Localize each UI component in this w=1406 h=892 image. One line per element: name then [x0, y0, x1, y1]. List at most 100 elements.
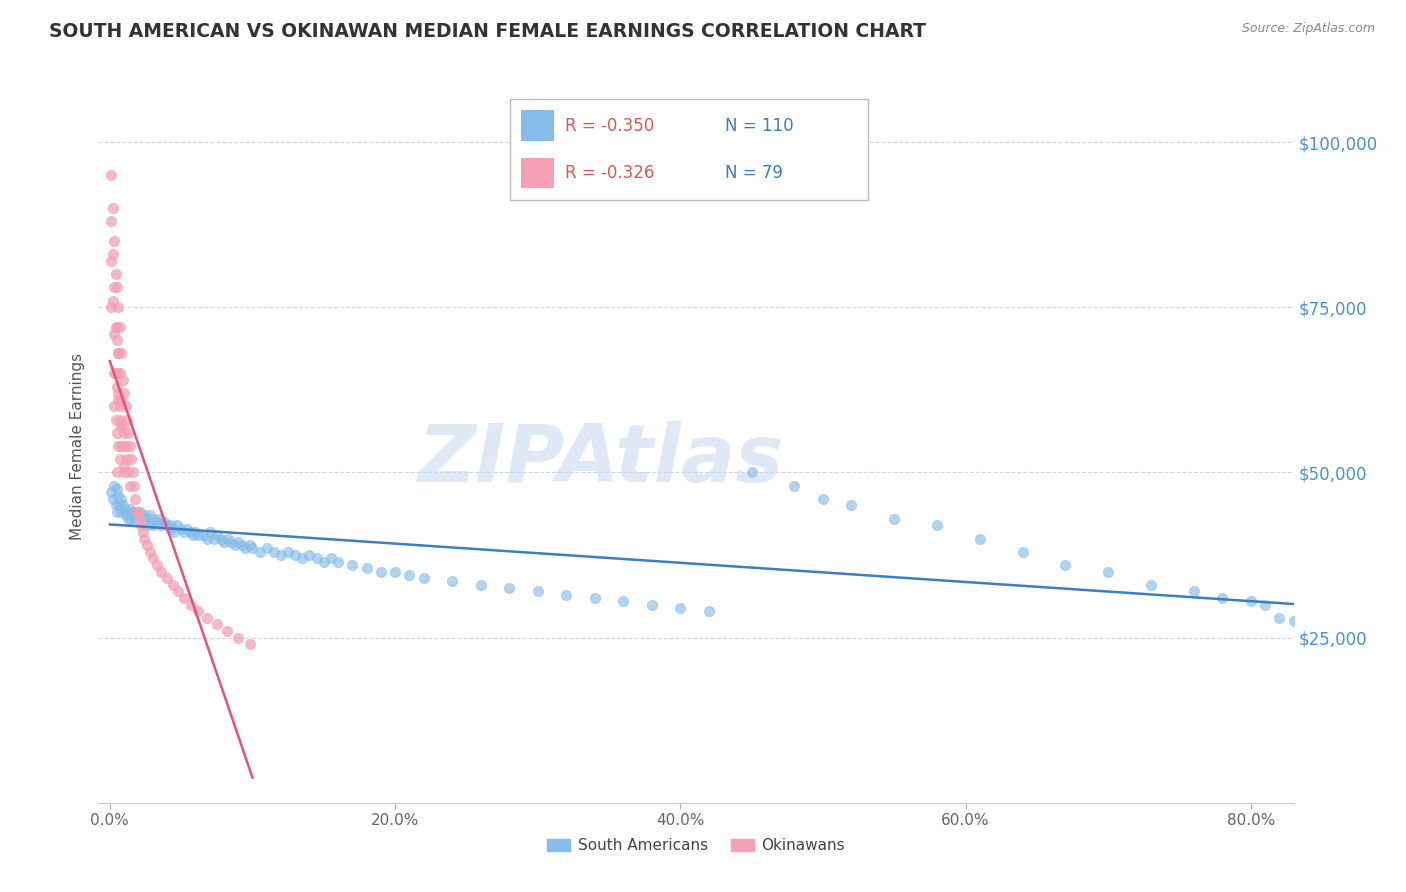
- Point: [969, 532, 991, 546]
- Point: [142, 551, 165, 566]
- Point: [202, 532, 225, 546]
- Point: [101, 491, 124, 506]
- Point: [156, 518, 179, 533]
- Point: [149, 511, 172, 525]
- Point: [143, 511, 166, 525]
- Point: [104, 499, 127, 513]
- Point: [139, 508, 162, 523]
- Y-axis label: Median Female Earnings: Median Female Earnings: [70, 352, 86, 540]
- Point: [1340, 627, 1362, 641]
- Point: [100, 485, 122, 500]
- Point: [209, 532, 232, 546]
- Point: [103, 280, 125, 294]
- Point: [107, 489, 129, 503]
- Point: [187, 528, 209, 542]
- Point: [131, 515, 153, 529]
- Point: [811, 491, 834, 506]
- Point: [697, 604, 720, 618]
- Point: [105, 482, 128, 496]
- Point: [103, 367, 125, 381]
- Point: [105, 466, 128, 480]
- Point: [150, 565, 173, 579]
- Point: [105, 505, 128, 519]
- Point: [134, 508, 156, 523]
- Point: [122, 478, 145, 492]
- Point: [150, 518, 173, 533]
- Point: [555, 588, 578, 602]
- Point: [191, 528, 214, 542]
- Point: [162, 578, 184, 592]
- Text: N = 110: N = 110: [725, 117, 794, 135]
- Point: [108, 452, 131, 467]
- Point: [117, 511, 139, 525]
- Point: [115, 412, 138, 426]
- Point: [135, 511, 157, 525]
- Point: [270, 548, 292, 562]
- Point: [103, 478, 125, 492]
- Point: [398, 567, 420, 582]
- Point: [526, 584, 548, 599]
- Point: [205, 528, 228, 542]
- Point: [263, 545, 285, 559]
- Point: [1282, 614, 1305, 628]
- Point: [1240, 594, 1263, 608]
- Point: [110, 439, 132, 453]
- Point: [156, 571, 179, 585]
- Point: [498, 581, 520, 595]
- Point: [159, 522, 181, 536]
- Point: [110, 392, 132, 407]
- Point: [110, 491, 132, 506]
- Point: [108, 412, 131, 426]
- Point: [107, 392, 129, 407]
- Point: [231, 538, 253, 552]
- Point: [198, 524, 221, 539]
- Point: [104, 412, 127, 426]
- Point: [124, 511, 146, 525]
- Point: [135, 538, 157, 552]
- Point: [112, 458, 135, 473]
- Point: [195, 532, 218, 546]
- Point: [1268, 611, 1291, 625]
- Point: [103, 326, 125, 341]
- Point: [118, 439, 141, 453]
- Point: [118, 478, 141, 492]
- Point: [101, 247, 124, 261]
- Point: [104, 267, 127, 281]
- Point: [239, 538, 262, 552]
- Point: [107, 439, 129, 453]
- Point: [107, 346, 129, 360]
- Point: [105, 320, 128, 334]
- Point: [641, 598, 664, 612]
- Point: [167, 584, 190, 599]
- Point: [783, 478, 806, 492]
- Point: [118, 501, 141, 516]
- Point: [342, 558, 364, 572]
- Point: [146, 515, 169, 529]
- Point: [384, 565, 406, 579]
- Point: [103, 234, 125, 248]
- Point: [470, 578, 492, 592]
- Point: [883, 511, 905, 525]
- Point: [256, 541, 278, 556]
- Point: [111, 419, 134, 434]
- FancyBboxPatch shape: [520, 111, 554, 141]
- Point: [107, 346, 129, 360]
- Point: [153, 515, 176, 529]
- Point: [114, 439, 136, 453]
- Point: [163, 524, 186, 539]
- Point: [1324, 624, 1347, 638]
- Point: [284, 548, 307, 562]
- Point: [110, 419, 132, 434]
- Point: [111, 439, 134, 453]
- Point: [925, 518, 948, 533]
- Point: [441, 574, 464, 589]
- Point: [108, 400, 131, 414]
- Point: [326, 555, 349, 569]
- Point: [105, 425, 128, 440]
- Point: [142, 518, 165, 533]
- Point: [249, 545, 271, 559]
- Point: [127, 508, 149, 523]
- Point: [107, 300, 129, 314]
- Point: [104, 320, 127, 334]
- Point: [239, 637, 262, 651]
